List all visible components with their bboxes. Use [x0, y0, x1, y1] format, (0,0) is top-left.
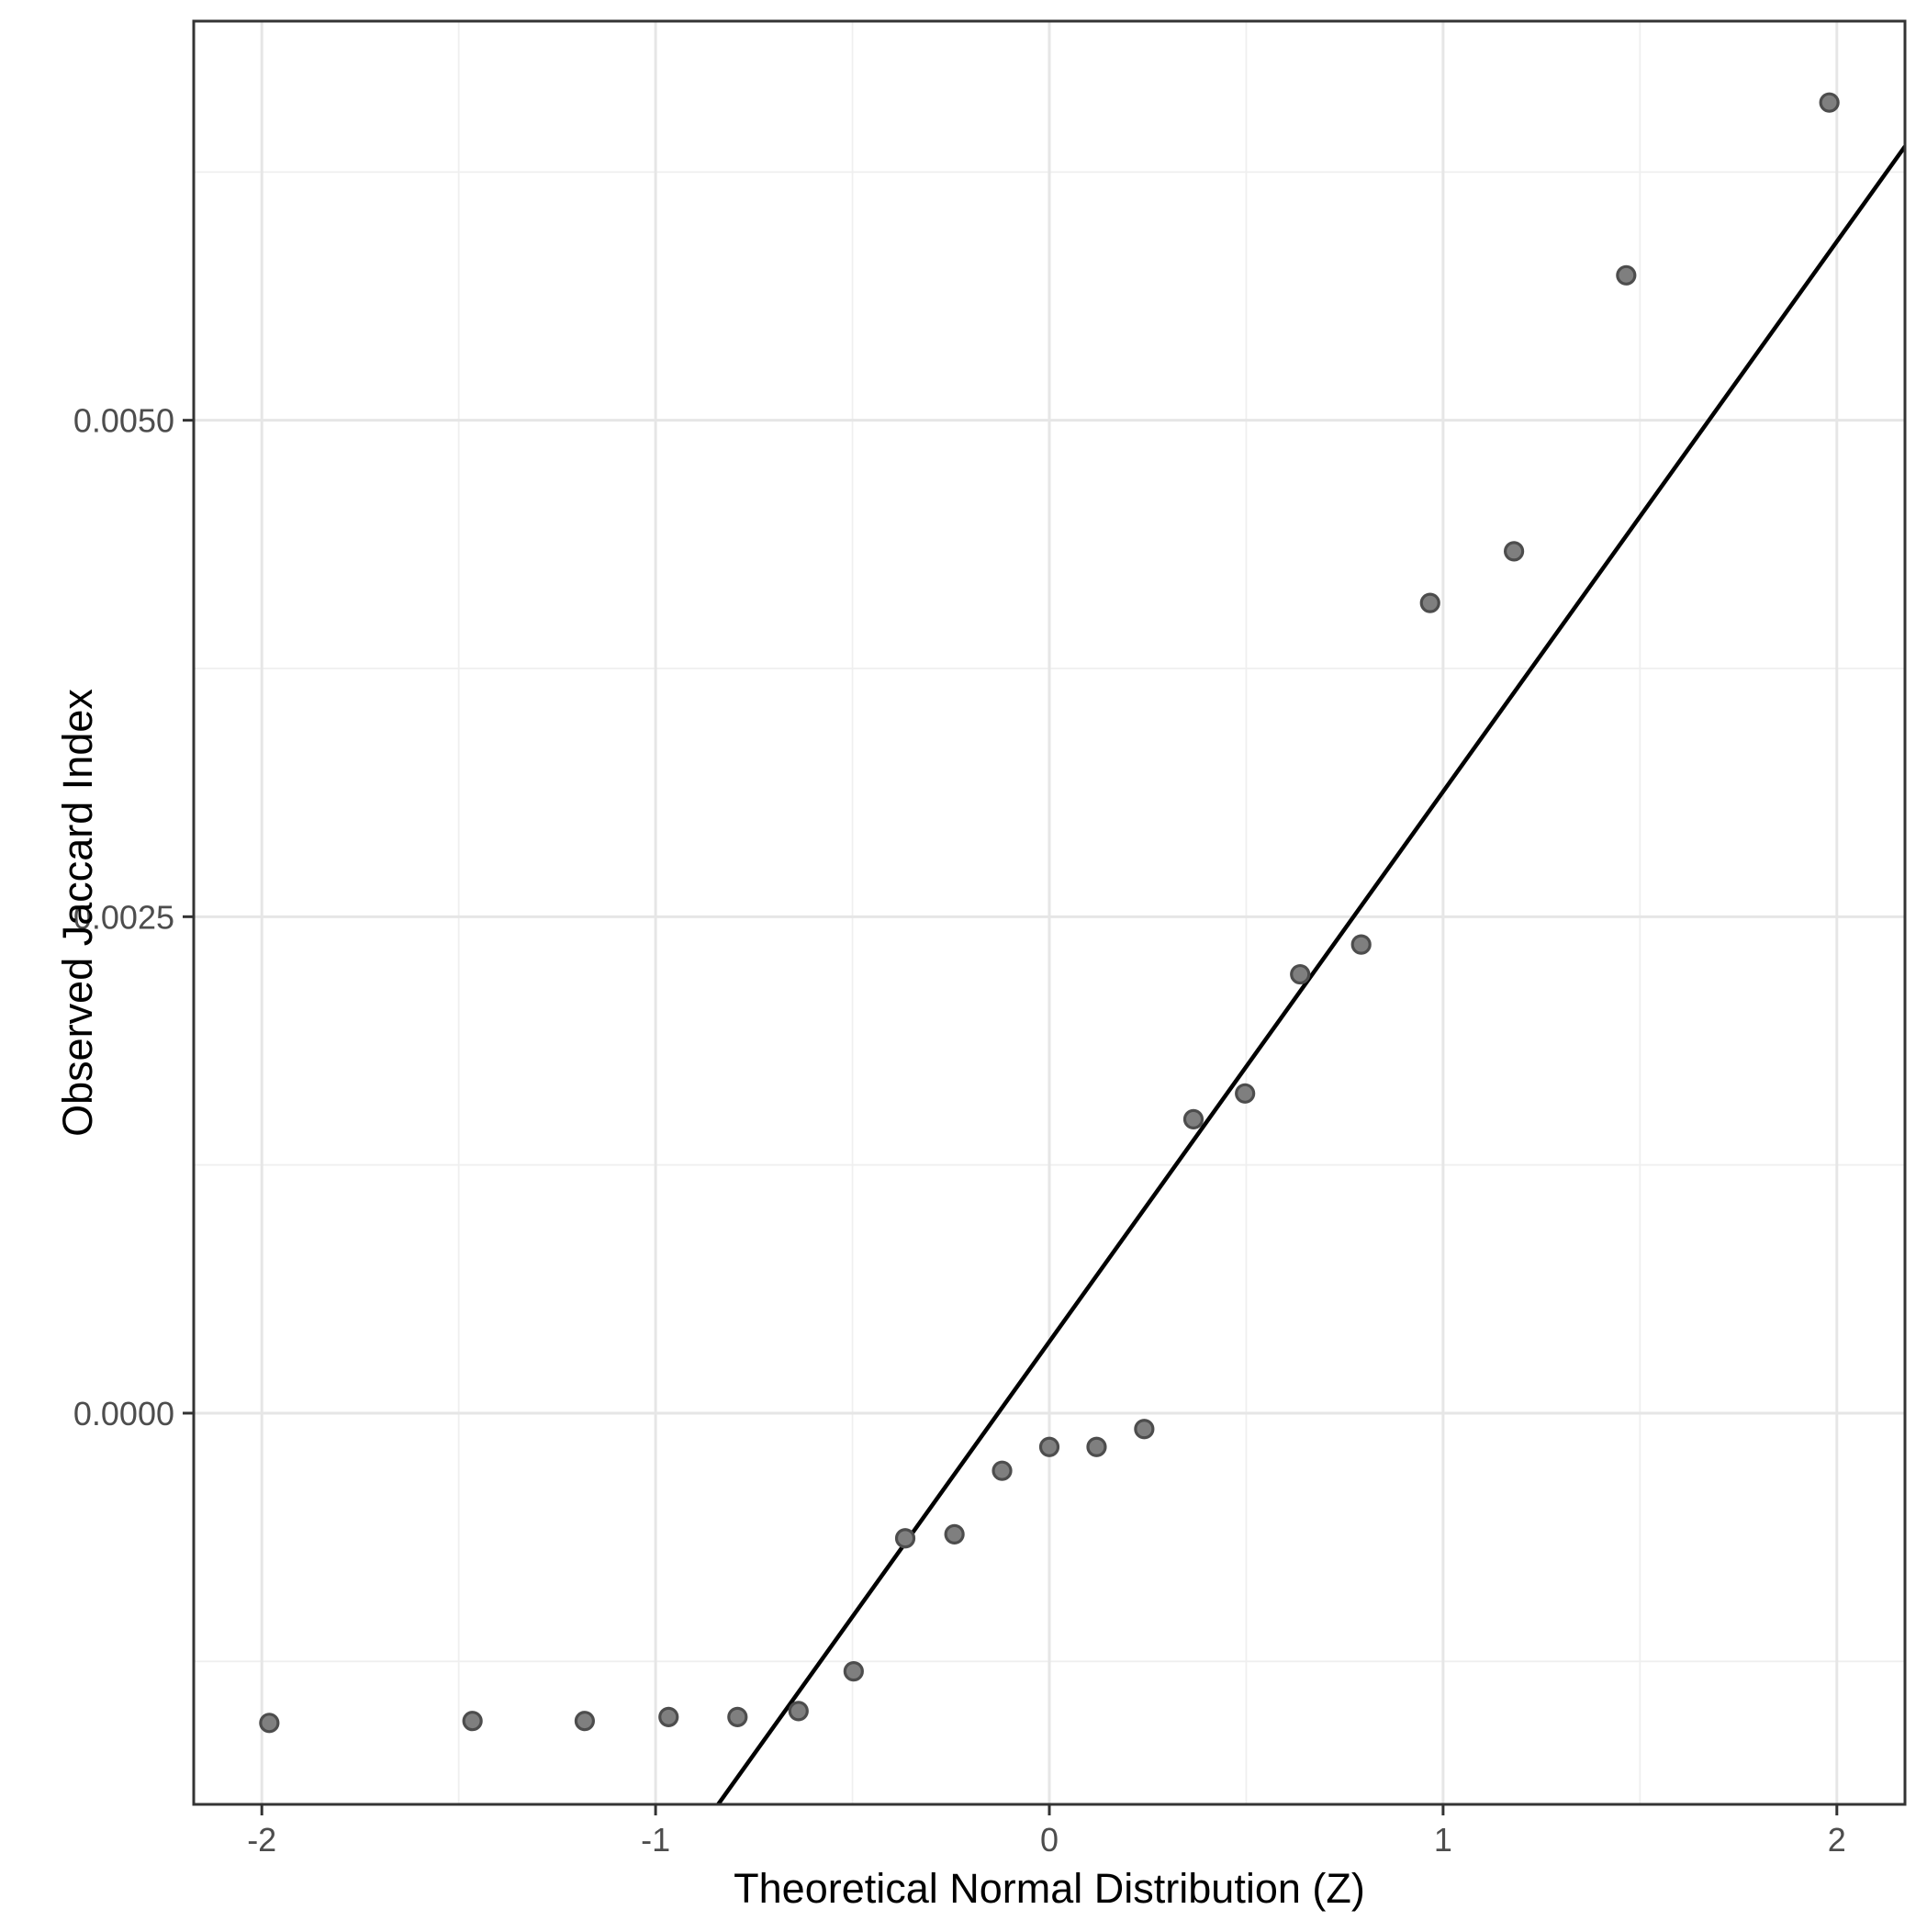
data-point	[788, 1701, 809, 1722]
data-point	[1290, 963, 1311, 985]
qq-reference-line	[715, 145, 1905, 1804]
y-tick-label: 0.0025	[73, 898, 174, 936]
x-tick-label: 1	[1434, 1821, 1452, 1859]
data-points-layer	[259, 92, 1840, 1734]
data-point	[992, 1460, 1013, 1481]
data-point	[1616, 264, 1637, 286]
x-tick-label: 2	[1828, 1821, 1846, 1859]
data-point	[1134, 1419, 1155, 1440]
y-axis-title: Observed Jaccard Index	[54, 689, 101, 1137]
axis-tick-labels-layer: -2 -1 0 1 2 0.0000 0.0025 0.0050	[73, 402, 1846, 1859]
x-tick-label: -1	[641, 1821, 670, 1859]
axis-ticks-layer	[183, 419, 1839, 1815]
data-point	[944, 1523, 965, 1544]
data-point	[462, 1711, 483, 1732]
qq-line-layer	[715, 145, 1905, 1804]
data-point	[843, 1661, 864, 1682]
data-point	[894, 1528, 916, 1549]
major-gridlines	[194, 21, 1905, 1804]
data-point	[574, 1711, 595, 1732]
data-point	[1350, 934, 1372, 955]
data-point	[727, 1706, 748, 1727]
x-axis-title: Theoretical Normal Distribution (Z)	[734, 1865, 1365, 1912]
data-point	[1086, 1436, 1107, 1457]
data-point	[1235, 1083, 1256, 1104]
data-point	[1819, 92, 1840, 113]
data-point	[259, 1713, 280, 1734]
data-point	[1419, 592, 1440, 613]
x-tick-label: -2	[247, 1821, 276, 1859]
y-tick-label: 0.0050	[73, 402, 174, 440]
data-point	[1504, 541, 1525, 562]
data-point	[1182, 1108, 1204, 1130]
y-tick-label: 0.0000	[73, 1395, 174, 1432]
data-point	[1038, 1436, 1060, 1457]
x-tick-label: 0	[1040, 1821, 1059, 1859]
data-point	[658, 1706, 679, 1727]
